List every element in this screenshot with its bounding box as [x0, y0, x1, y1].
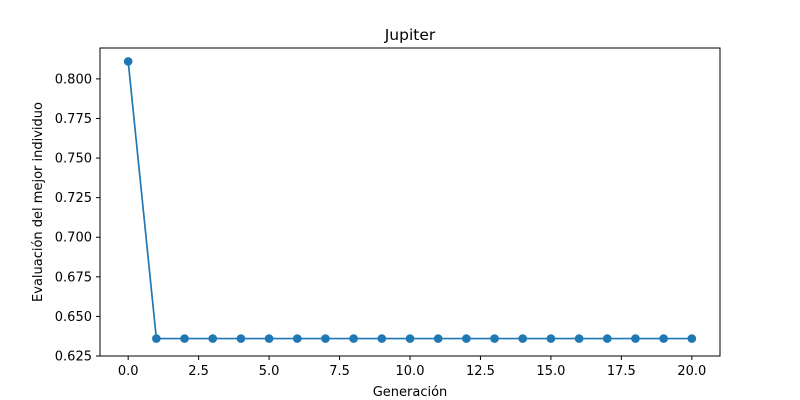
data-point: [321, 334, 330, 343]
data-point: [180, 334, 189, 343]
data-point: [574, 334, 584, 343]
data-point: [490, 334, 499, 343]
x-tick-label: 15.0: [536, 364, 565, 379]
y-tick-label: 0.775: [55, 112, 92, 127]
data-point: [264, 334, 274, 343]
y-tick-label: 0.650: [55, 310, 92, 325]
data-point: [152, 334, 161, 343]
data-point: [208, 334, 218, 343]
y-tick-label: 0.725: [55, 191, 92, 206]
data-point: [349, 334, 358, 343]
data-point: [687, 334, 697, 343]
data-point: [405, 334, 415, 343]
x-tick-label: 10.0: [396, 364, 425, 379]
x-tick-label: 7.5: [329, 364, 350, 379]
data-point: [659, 334, 668, 343]
y-tick-label: 0.750: [55, 152, 92, 167]
data-point: [546, 334, 556, 343]
data-point: [377, 334, 387, 343]
data-point: [631, 334, 640, 343]
y-tick-label: 0.625: [55, 350, 92, 365]
chart-title: Jupiter: [384, 26, 436, 44]
y-axis: 0.625 0.650 0.675 0.700 0.725 0.750 0.775 0.800: [55, 72, 100, 365]
x-tick-label: 17.5: [607, 364, 636, 379]
plot-area: [99, 47, 721, 357]
data-point: [433, 334, 443, 343]
data-point: [602, 334, 612, 343]
x-tick-label: 0.0: [118, 364, 139, 379]
x-tick-label: 12.5: [466, 364, 495, 379]
data-point: [462, 334, 471, 343]
x-tick-label: 2.5: [188, 364, 209, 379]
data-point: [236, 334, 246, 343]
y-tick-label: 0.800: [55, 72, 92, 87]
x-axis: 0.0 2.5 5.0 7.5 10.0 12.5 15.0 17.5 20.0: [118, 356, 706, 379]
y-tick-label: 0.700: [55, 231, 92, 246]
data-point: [518, 334, 528, 343]
y-tick-label: 0.675: [55, 270, 92, 285]
x-axis-label: Generación: [373, 385, 448, 400]
x-tick-label: 20.0: [677, 364, 706, 379]
data-point: [123, 57, 133, 66]
data-point: [292, 334, 302, 343]
series-layer: [123, 57, 697, 343]
y-axis-label: Evaluación del mejor individuo: [31, 102, 46, 302]
x-tick-label: 5.0: [259, 364, 280, 379]
